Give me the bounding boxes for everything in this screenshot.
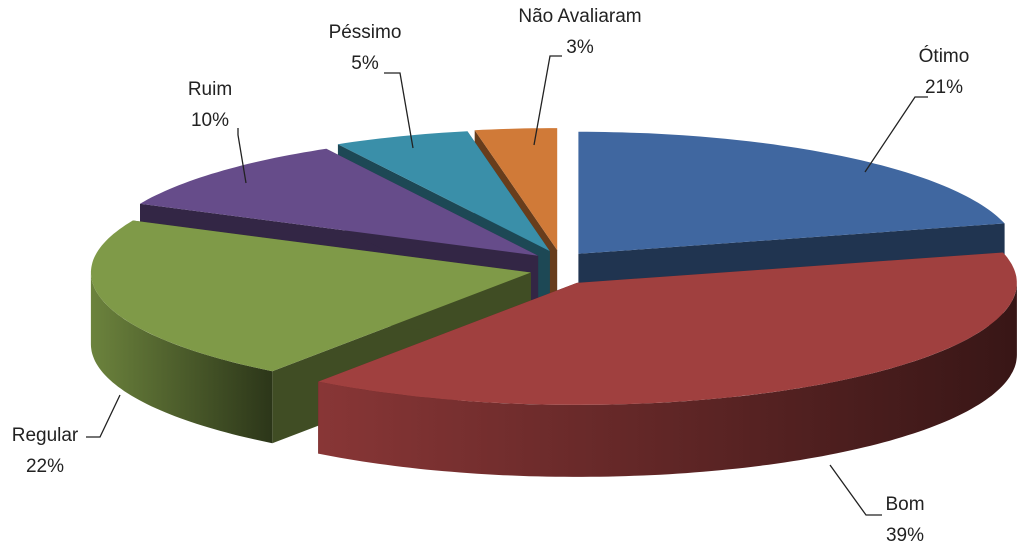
slice-top: [140, 148, 539, 256]
slice-top: [474, 128, 558, 251]
slice-edge: [90, 272, 273, 444]
slice-label: Não Avaliaram: [518, 6, 641, 27]
value-label: 5%: [351, 53, 379, 74]
slice-edge: [318, 282, 1017, 477]
slice-top: [318, 252, 1017, 405]
value-label: 10%: [191, 110, 229, 131]
slice-label: Ruim: [188, 79, 232, 100]
slice-top: [90, 220, 531, 372]
slice-label: Ótimo: [919, 45, 970, 67]
slice-label: Regular: [12, 425, 79, 446]
slice-top: [337, 131, 550, 252]
leader-line: [86, 394, 121, 438]
leader-line: [237, 128, 247, 184]
value-label: 22%: [26, 456, 64, 477]
slice: [318, 252, 1017, 477]
slice-label: Péssimo: [329, 22, 402, 43]
slice-top: [578, 131, 1005, 254]
slice-label: Bom: [885, 494, 924, 515]
leader-line: [533, 55, 562, 146]
value-label: 3%: [566, 37, 594, 58]
leader-line: [829, 464, 882, 516]
value-label: 39%: [886, 525, 924, 546]
value-label: 21%: [925, 77, 963, 98]
leader-line: [864, 96, 928, 173]
leader-line: [384, 72, 414, 149]
